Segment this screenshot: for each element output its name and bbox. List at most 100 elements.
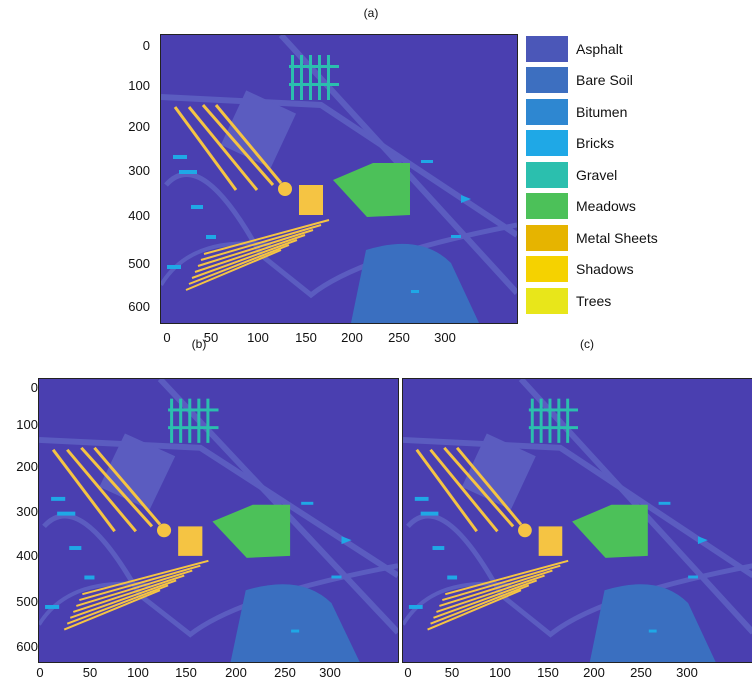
shadow-stripe [197,229,314,267]
legend-item: Shadows [526,254,658,286]
shadow-stripe [69,579,177,619]
road [39,436,398,578]
y-tick-label: 200 [16,459,38,474]
road [403,436,752,578]
x-tick-label: 200 [583,665,605,680]
map-svg [403,379,752,662]
x-tick-label: 300 [676,665,698,680]
legend-item: Trees [526,285,658,317]
x-tick-label: 100 [489,665,511,680]
bricks-patch [341,536,352,545]
legend-swatch [526,193,568,220]
shadow-stripe [429,448,499,533]
legend-item: Metal Sheets [526,222,658,254]
bricks-patch [658,501,671,505]
water-region [230,584,360,662]
shadow-stripe [51,448,116,533]
panel-c-title: (c) [580,337,594,351]
metal-sheets-building [178,526,203,556]
legend-swatch [526,130,568,157]
bricks-patch [447,575,458,580]
y-tick-label: 0 [142,38,150,53]
shadow-stripe [194,234,306,273]
x-tick-label: 300 [434,330,456,345]
legend-swatch [526,98,568,125]
x-tick-label: 150 [295,330,317,345]
bricks-patch [206,235,216,239]
x-tick-label: 0 [36,665,44,680]
legend-label: Meadows [576,198,636,215]
legend-item: Asphalt [526,33,658,65]
shadow-stripe [436,574,545,613]
gravel-block [309,55,312,100]
x-tick-label: 100 [247,330,269,345]
map-svg [161,35,517,323]
x-tick-label: 200 [341,330,363,345]
x-tick-label: 150 [537,665,559,680]
gravel-block [197,398,201,443]
panel-b-title: (b) [191,337,207,351]
legend-label: Bricks [576,135,615,152]
x-tick-label: 200 [225,665,247,680]
meadows-region [572,504,648,558]
y-tick-label: 600 [128,299,150,314]
shadow-stripe [214,104,283,184]
x-tick-label: 250 [388,330,410,345]
shadow-stripe [66,448,137,533]
shadow-stripe [188,244,290,285]
legend: Asphalt Bare Soil Bitumen Bricks Gravel Meado… [526,33,658,317]
shadow-stripe [76,569,193,607]
shadow-stripe [427,589,522,631]
map-panel-c [402,378,752,663]
bricks-patch [301,501,314,505]
gravel-block [289,83,339,86]
meadows-region [333,163,410,217]
x-tick-label: 50 [82,665,98,680]
y-tick-label: 300 [16,504,38,519]
gravel-block [318,55,321,100]
bricks-patch [51,496,66,501]
bricks-patch [84,575,95,580]
gravel-block [530,398,534,443]
metal-sheets-building [538,526,563,556]
legend-swatch [526,224,568,251]
road [164,172,517,299]
x-tick-label: 150 [175,665,197,680]
shadow-stripe [415,448,478,533]
bricks-patch [179,170,197,174]
map-svg [39,379,398,662]
shadow-stripe [201,104,275,186]
bricks-patch [461,195,471,203]
water-region [589,584,716,662]
gravel-block [528,426,578,430]
legend-label: Shadows [576,261,634,278]
legend-swatch [526,67,568,94]
y-tick-label: 100 [128,78,150,93]
legend-item: Gravel [526,159,658,191]
gravel-block [168,408,219,412]
gravel-block [188,398,192,443]
gravel-block [206,398,210,443]
bricks-patch [697,536,708,545]
bricks-patch [408,605,423,609]
shadow-stripe [63,589,161,631]
gravel-block [539,398,543,443]
gravel-block [557,398,561,443]
bricks-patch [45,605,60,609]
y-tick-label: 0 [30,380,38,395]
gravel-block [291,55,294,100]
x-tick-label: 0 [404,665,412,680]
shadow-stripe [439,569,553,607]
legend-label: Bare Soil [576,72,633,89]
shadow-stripe [203,219,330,255]
legend-item: Meadows [526,191,658,223]
shadow-stripe [72,574,185,613]
y-tick-label: 200 [128,119,150,134]
map-panel-a [160,34,518,324]
bricks-patch [451,235,461,238]
gravel-block [566,398,570,443]
shadow-stripe [455,446,523,526]
x-tick-label: 100 [127,665,149,680]
bricks-patch [167,265,181,269]
metal-sheets-building [299,185,323,215]
